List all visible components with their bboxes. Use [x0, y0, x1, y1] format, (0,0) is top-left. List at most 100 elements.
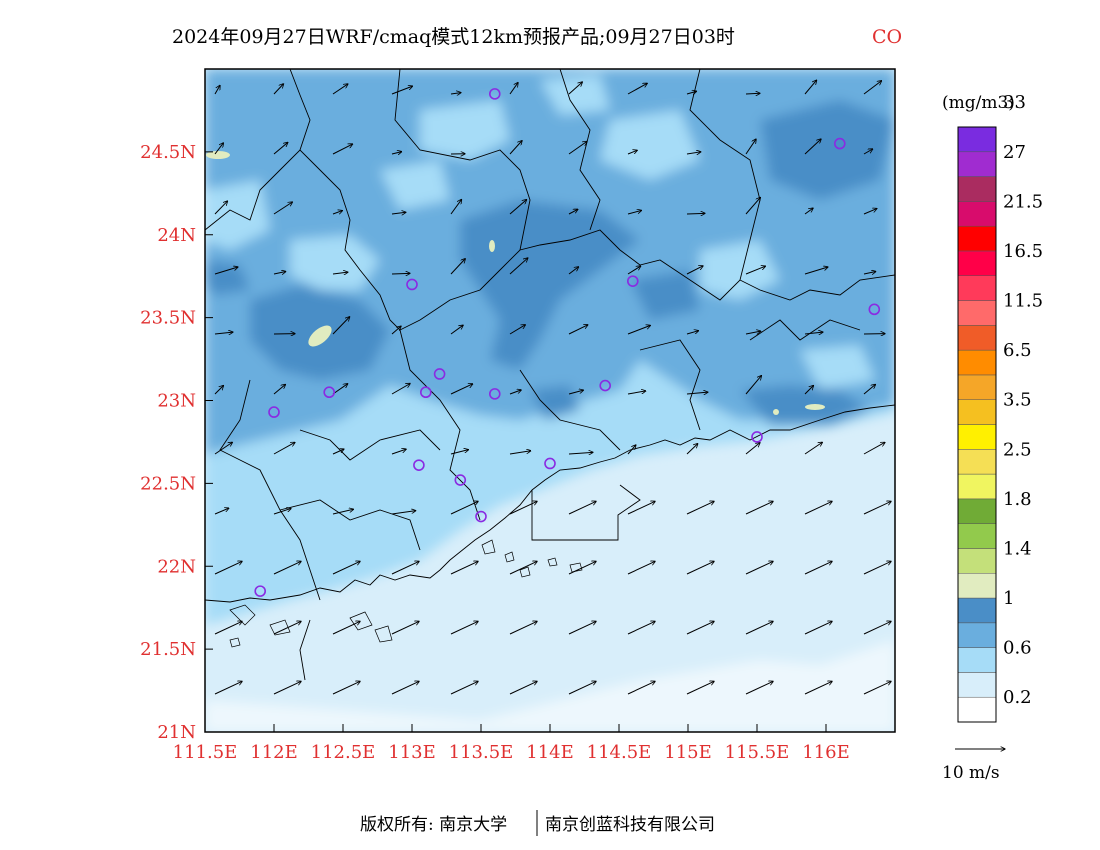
wind-vector: [391, 86, 413, 95]
wind-vector: [568, 501, 596, 515]
wind-vector: [273, 442, 295, 455]
wind-vector: [745, 197, 760, 215]
variable-label: CO: [872, 26, 902, 48]
wind-vector: [509, 390, 521, 395]
colorbar-label: 33: [1003, 92, 1026, 113]
wind-vector: [509, 451, 531, 455]
wind-vector: [332, 144, 353, 155]
wind-vector: [450, 325, 463, 335]
wind-vector: [745, 561, 773, 575]
colorbar-segment: [957, 225, 997, 252]
wind-vector: [686, 501, 714, 515]
wind-vector: [627, 83, 647, 95]
x-tick-label: 112E: [250, 742, 298, 763]
wind-vector: [686, 331, 699, 335]
wind-vector: [450, 93, 461, 94]
colorbar-segment: [957, 325, 997, 351]
x-tick-label: 113E: [388, 742, 436, 763]
wind-vector: [450, 621, 478, 635]
wind-vector: [863, 272, 876, 274]
wind-vector: [627, 621, 655, 635]
footer-copyright: 版权所有: 南京大学: [360, 815, 507, 835]
wind-vector: [391, 621, 419, 635]
x-axis: 111.5E 112E 112.5E 113E 113.5E 114E 114.5E 115E…: [173, 724, 850, 763]
colorbar-segment: [957, 523, 997, 549]
wind-reference-label: 10 m/s: [942, 763, 1000, 783]
station-marker: [406, 278, 418, 291]
wind-vector: [686, 152, 701, 154]
wind-vector: [273, 84, 284, 95]
wind-vector: [509, 83, 518, 95]
wind-vector: [214, 85, 220, 95]
wind-vector: [627, 681, 655, 695]
wind-vector: [273, 508, 291, 515]
wind-vector: [745, 501, 773, 515]
wind-vector: [863, 209, 877, 215]
wind-vector: [450, 561, 478, 575]
wind-vector: [391, 273, 410, 274]
wind-vector: [273, 142, 288, 155]
x-tick-label: 111.5E: [173, 742, 238, 763]
colorbar-segment: [957, 374, 997, 400]
colorbar-segment: [957, 349, 997, 376]
wind-vector: [214, 332, 233, 334]
colorbar-segment: [957, 498, 997, 524]
wind-vector: [804, 681, 832, 695]
wind-vector: [686, 621, 714, 635]
map-area: [205, 69, 895, 732]
wind-vector: [391, 511, 416, 515]
wind-vector: [745, 139, 756, 155]
wind-vector: [686, 213, 705, 214]
wind-vector: [627, 150, 637, 155]
y-tick-label: 24.5N: [140, 142, 196, 163]
wind-vector: [332, 211, 342, 215]
wind-vector: [863, 442, 885, 455]
wind-vector: [627, 210, 642, 215]
wind-vector: [568, 267, 579, 275]
wind-vector: [391, 449, 406, 455]
colorbar-segment: [957, 399, 997, 425]
wind-reference: 10 m/s: [942, 749, 1005, 783]
wind-vector: [214, 201, 228, 215]
station-marker: [868, 303, 881, 316]
wind-vector: [804, 139, 821, 155]
wind-vector: [450, 384, 473, 395]
colorbar-frame: [957, 126, 997, 723]
wind-vector: [509, 621, 537, 635]
x-tick-label: 114.5E: [587, 742, 652, 763]
x-tick-label: 116E: [802, 742, 850, 763]
colorbar-segment: [957, 151, 997, 177]
wind-vector: [568, 681, 596, 695]
colorbar-segment: [957, 424, 997, 450]
y-tick-label: 21.5N: [140, 639, 196, 660]
wind-vector: [509, 258, 528, 275]
wind-vector: [804, 501, 832, 515]
colorbar-segment: [957, 622, 997, 648]
x-tick-label: 112.5E: [311, 742, 376, 763]
wind-vector: [332, 561, 360, 575]
wind-vector: [863, 621, 891, 635]
chart-title: 2024年09月27日WRF/cmaq模式12km预报产品;09月27日03时: [172, 26, 735, 48]
wind-vector: [273, 621, 301, 635]
colorbar-label: 6.5: [1003, 340, 1032, 361]
station-marker: [833, 137, 846, 150]
wind-vector: [332, 317, 350, 335]
wind-vector: [686, 444, 698, 455]
y-axis: 21N 21.5N 22N 22.5N 23N 23.5N 24N 24.5N: [140, 142, 213, 743]
wind-vector: [627, 501, 655, 515]
colorbar-segment: [957, 473, 997, 500]
wind-vector: [686, 561, 714, 575]
colorbar-unit: (mg/m3): [942, 93, 1015, 113]
station-marker: [544, 457, 556, 470]
wind-vector: [568, 561, 596, 575]
x-tick-label: 114E: [526, 742, 574, 763]
wind-vector: [391, 561, 419, 575]
colorbar-segment: [957, 696, 997, 723]
wind-vector: [509, 200, 527, 215]
y-tick-label: 22N: [157, 556, 196, 577]
wind-vector: [804, 267, 828, 275]
wind-vector: [863, 561, 891, 575]
station-marker: [454, 474, 467, 486]
wind-vector: [332, 621, 360, 635]
wind-vector: [568, 390, 583, 395]
